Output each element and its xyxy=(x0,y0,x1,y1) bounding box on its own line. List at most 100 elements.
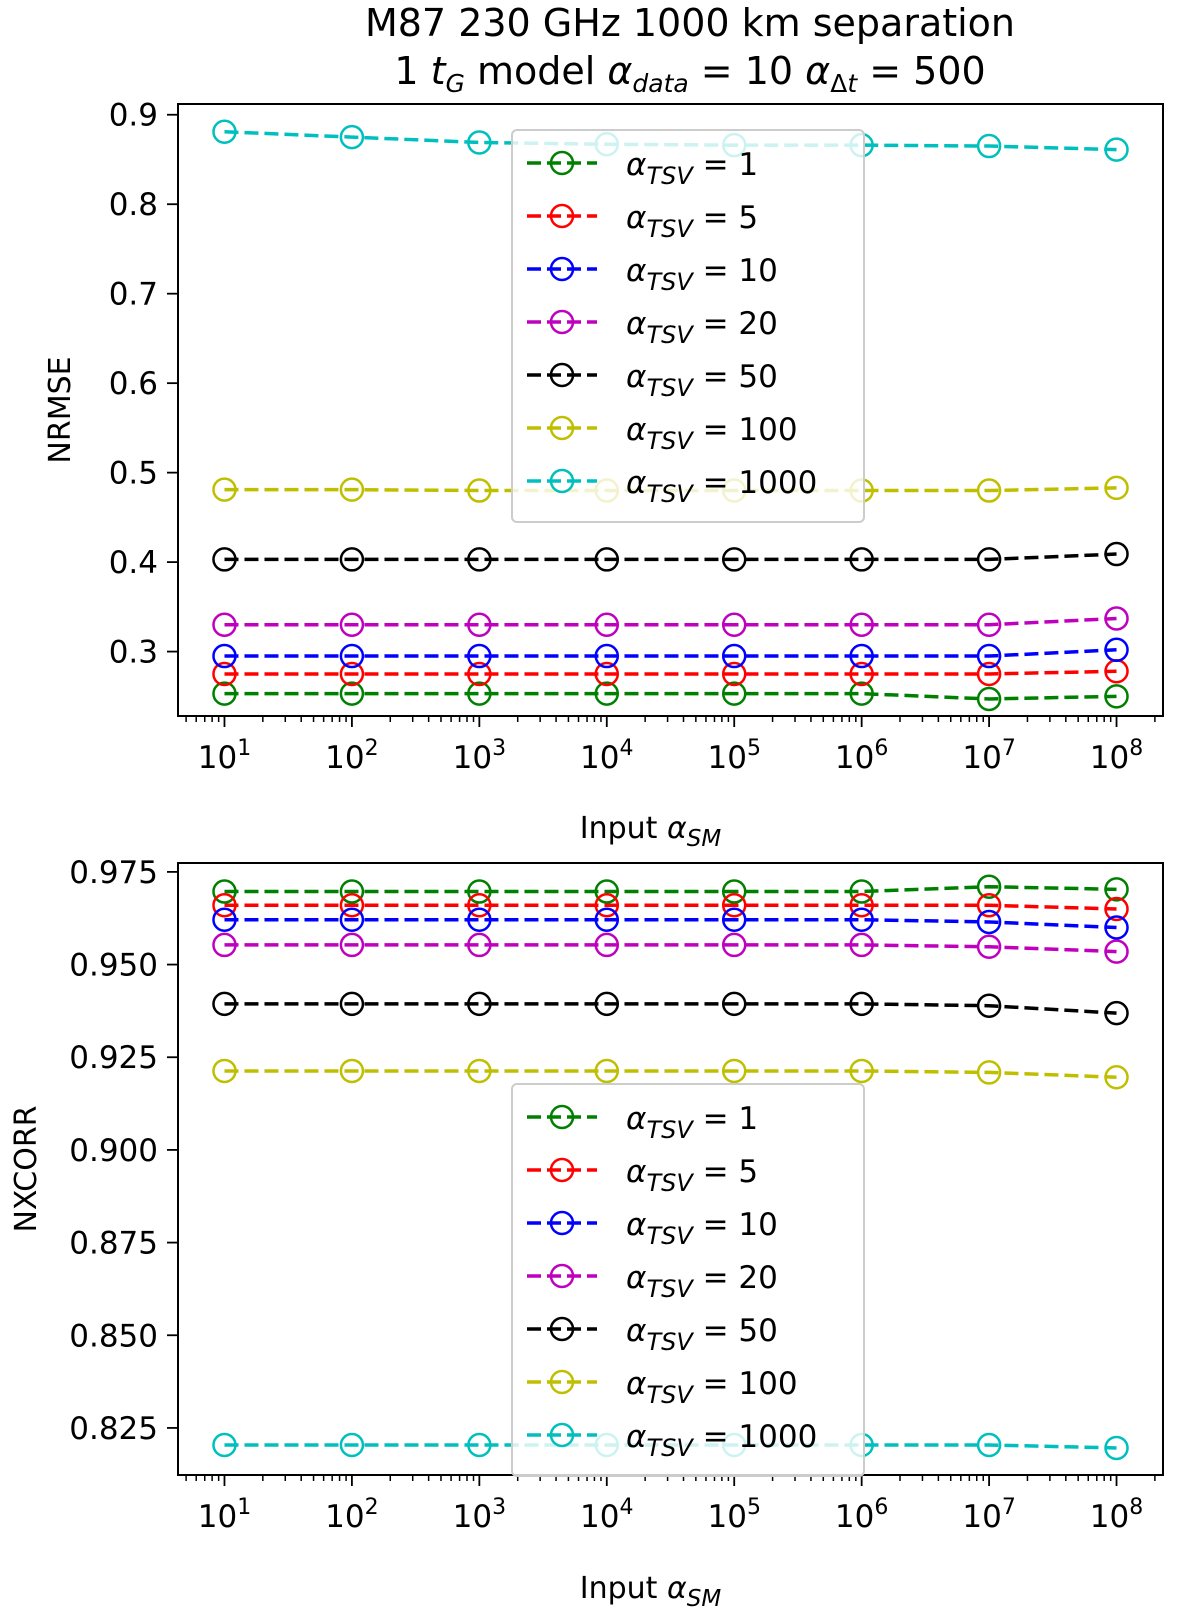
y-tick-label: 0.4 xyxy=(109,545,158,581)
legend-item: αTSV = 100 xyxy=(527,1366,798,1409)
legend-box xyxy=(511,129,865,523)
series-tsv-1 xyxy=(212,874,1129,904)
data-point xyxy=(467,932,492,958)
data-point xyxy=(467,478,492,503)
series-line xyxy=(224,1002,1117,1015)
series-tsv-10 xyxy=(212,637,1129,669)
legend-label: αTSV = 20 xyxy=(626,1260,778,1303)
legend-label: αTSV = 5 xyxy=(626,1154,758,1197)
data-point xyxy=(976,686,1002,712)
legend-item: αTSV = 5 xyxy=(527,1154,758,1197)
data-point xyxy=(976,133,1002,159)
data-point xyxy=(976,612,1002,637)
series-line xyxy=(224,691,1117,701)
legend-box xyxy=(511,1083,865,1477)
series-tsv-20 xyxy=(212,932,1129,964)
data-point xyxy=(721,907,747,932)
x-tick-label: 102 xyxy=(325,1495,378,1535)
data-point xyxy=(849,932,874,958)
legend-marker xyxy=(549,1263,575,1289)
data-point xyxy=(976,909,1002,935)
data-point xyxy=(849,907,874,932)
series-tsv-100 xyxy=(212,1058,1129,1090)
data-point xyxy=(212,643,237,669)
y-tick-label: 0.975 xyxy=(69,855,158,891)
data-point xyxy=(976,893,1002,918)
y-axis-label: NRMSE xyxy=(43,356,78,463)
series-line xyxy=(224,1069,1117,1080)
legend-item: αTSV = 100 xyxy=(527,412,798,455)
data-point xyxy=(339,681,365,706)
data-point xyxy=(339,612,365,637)
data-point xyxy=(339,991,365,1017)
x-tick-label: 105 xyxy=(707,1495,760,1535)
data-point xyxy=(339,1432,365,1458)
y-tick-label: 0.875 xyxy=(69,1226,158,1262)
data-point xyxy=(976,478,1002,503)
series-line xyxy=(224,648,1117,658)
series-line xyxy=(224,552,1117,562)
legend-label: αTSV = 50 xyxy=(626,359,778,402)
x-tick-label: 105 xyxy=(707,736,760,776)
y-tick-label: 0.6 xyxy=(109,366,158,402)
data-point xyxy=(594,893,620,918)
y-tick-label: 0.7 xyxy=(109,277,158,313)
data-point xyxy=(849,643,874,669)
series-line xyxy=(224,616,1117,627)
data-point xyxy=(339,932,365,958)
legend-item: αTSV = 10 xyxy=(527,1207,778,1250)
legend-label: αTSV = 1 xyxy=(626,1101,758,1144)
x-tick-label: 106 xyxy=(835,1495,888,1535)
legend-item: αTSV = 20 xyxy=(527,306,778,349)
data-point xyxy=(594,547,620,572)
y-tick-label: 0.925 xyxy=(69,1040,158,1076)
series-tsv-50 xyxy=(212,541,1129,572)
legend-label: αTSV = 50 xyxy=(626,1313,778,1356)
legend-label: αTSV = 100 xyxy=(626,412,798,455)
legend-marker xyxy=(549,1369,575,1395)
x-tick-label: 103 xyxy=(453,736,506,776)
data-point xyxy=(212,907,237,932)
x-tick-label: 107 xyxy=(962,736,1015,776)
data-point xyxy=(212,661,237,687)
x-tick-label: 107 xyxy=(962,1495,1015,1535)
data-point xyxy=(721,879,747,904)
y-tick-label: 0.950 xyxy=(69,948,158,984)
data-point xyxy=(467,1432,492,1458)
data-point xyxy=(721,547,747,572)
data-point xyxy=(594,661,620,687)
series-tsv-5 xyxy=(212,893,1129,922)
data-point xyxy=(721,932,747,958)
data-point xyxy=(976,934,1002,960)
data-point xyxy=(849,661,874,687)
data-point xyxy=(467,879,492,904)
data-point xyxy=(1104,541,1129,567)
data-point xyxy=(721,643,747,669)
data-point xyxy=(212,612,237,637)
legend-marker xyxy=(549,415,575,441)
legend-marker xyxy=(549,1157,575,1183)
legend-item: αTSV = 50 xyxy=(527,359,778,402)
legend-marker xyxy=(549,1316,575,1342)
legend-marker xyxy=(549,362,575,388)
data-point xyxy=(849,547,874,572)
data-point xyxy=(976,547,1002,572)
data-point xyxy=(212,547,237,572)
y-tick-label: 0.3 xyxy=(109,635,158,671)
series-tsv-10 xyxy=(212,907,1129,940)
data-point xyxy=(849,879,874,904)
data-point xyxy=(976,1060,1002,1085)
data-point xyxy=(976,993,1002,1018)
legend-marker xyxy=(549,203,575,229)
legend-item: αTSV = 1 xyxy=(527,1101,758,1144)
x-tick-label: 102 xyxy=(325,736,378,776)
legend-item: αTSV = 1 xyxy=(527,147,758,190)
data-point xyxy=(1104,1000,1129,1026)
x-axis-label: Input αSM xyxy=(580,811,722,852)
data-point xyxy=(721,991,747,1017)
data-point xyxy=(339,643,365,669)
data-point xyxy=(721,681,747,706)
data-point xyxy=(1104,1435,1129,1461)
data-point xyxy=(594,991,620,1017)
